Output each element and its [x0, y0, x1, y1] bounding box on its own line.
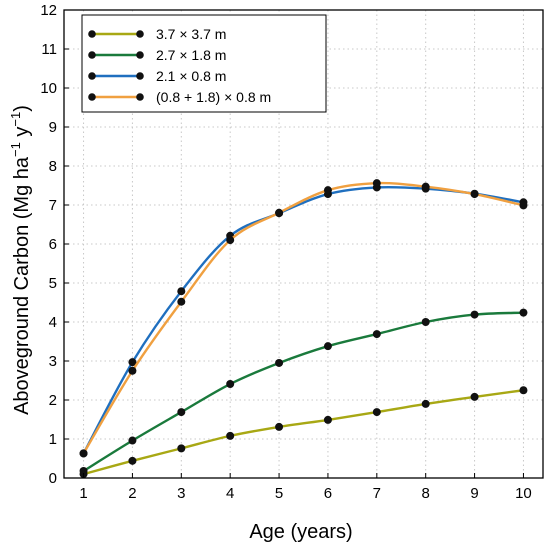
data-point	[323, 186, 332, 195]
y-tick-label: 10	[40, 80, 57, 97]
y-tick-label: 3	[49, 353, 57, 370]
data-point	[519, 201, 528, 210]
y-tick-label: 9	[49, 119, 57, 136]
series-4	[79, 179, 528, 458]
y-tick-label: 7	[49, 197, 57, 214]
x-tick-label: 6	[324, 485, 332, 502]
x-axis-title: Age (years)	[249, 521, 352, 543]
data-point	[177, 287, 186, 296]
legend-marker	[136, 72, 144, 80]
series-1	[79, 386, 528, 479]
y-tick-label: 0	[49, 470, 57, 487]
data-point	[323, 415, 332, 424]
x-tick-label: 1	[79, 485, 87, 502]
series-line	[83, 389, 524, 476]
y-tick-label: 6	[49, 236, 57, 253]
y-tick-label: 8	[49, 158, 57, 175]
data-point	[226, 236, 235, 245]
data-point	[470, 310, 479, 319]
x-tick-label: 4	[226, 485, 234, 502]
series-3	[79, 183, 528, 458]
series-line	[82, 185, 524, 454]
data-point	[177, 297, 186, 306]
series-2	[79, 308, 528, 475]
legend-label: 3.7 × 3.7 m	[156, 26, 226, 42]
legend-item: (0.8 + 1.8) × 0.8 m	[88, 89, 271, 105]
data-point	[226, 431, 235, 440]
data-point	[128, 436, 137, 445]
data-point	[79, 466, 88, 475]
legend-marker	[88, 51, 96, 59]
data-point	[177, 408, 186, 417]
legend-marker	[88, 72, 96, 80]
data-point	[275, 358, 284, 367]
data-point	[372, 179, 381, 188]
data-point	[275, 208, 284, 217]
legend-item: 3.7 × 3.7 m	[88, 26, 226, 42]
data-point	[128, 366, 137, 375]
legend-label: 2.1 × 0.8 m	[156, 68, 226, 84]
data-point	[519, 308, 528, 317]
legend-item: 2.7 × 1.8 m	[88, 47, 226, 63]
data-point	[372, 330, 381, 339]
x-tick-label: 8	[422, 485, 430, 502]
y-axis-title: Aboveground Carbon (Mg ha−1 y−1)	[8, 105, 33, 415]
x-ticks: 1 2 3 4 5 6 7 8 9 10	[79, 473, 532, 502]
legend-item: 2.1 × 0.8 m	[88, 68, 226, 84]
x-tick-label: 3	[177, 485, 185, 502]
data-point	[421, 182, 430, 191]
data-point	[372, 408, 381, 417]
data-point	[128, 358, 137, 367]
y-tick-label: 4	[49, 314, 57, 331]
data-point	[79, 449, 88, 458]
data-point	[226, 380, 235, 389]
x-tick-label: 7	[373, 485, 381, 502]
x-tick-label: 9	[470, 485, 478, 502]
legend-marker	[88, 30, 96, 38]
x-tick-label: 2	[128, 485, 136, 502]
legend-marker	[88, 93, 96, 101]
series-layer	[79, 179, 528, 479]
x-tick-label: 10	[515, 485, 532, 502]
legend: 3.7 × 3.7 m 2.7 × 1.8 m 2.1 × 0.8 m (0.8 + …	[81, 14, 327, 113]
series-line	[82, 311, 524, 472]
y-tick-label: 11	[41, 41, 57, 58]
data-point	[177, 444, 186, 453]
legend-marker	[136, 93, 144, 101]
data-point	[275, 422, 284, 431]
series-line	[82, 181, 524, 455]
data-point	[470, 190, 479, 199]
y-tick-label: 2	[49, 392, 57, 409]
legend-label: (0.8 + 1.8) × 0.8 m	[156, 89, 271, 105]
y-tick-label: 5	[49, 275, 57, 292]
legend-label: 2.7 × 1.8 m	[156, 47, 226, 63]
data-point	[323, 342, 332, 351]
data-point	[519, 386, 528, 395]
legend-marker	[136, 51, 144, 59]
y-tick-label: 1	[49, 431, 57, 448]
data-point	[128, 456, 137, 465]
x-tick-label: 5	[275, 485, 283, 502]
data-point	[421, 318, 430, 326]
y-tick-label: 12	[40, 2, 57, 19]
legend-marker	[136, 30, 144, 38]
data-point	[470, 392, 479, 401]
data-point	[421, 399, 430, 408]
